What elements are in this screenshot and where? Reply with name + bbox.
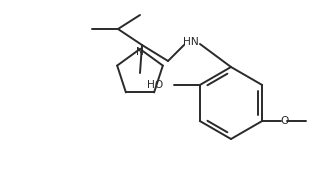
Text: N: N — [136, 47, 144, 57]
Text: HN: HN — [183, 37, 199, 47]
Text: HO: HO — [146, 80, 163, 90]
Text: O: O — [280, 116, 288, 126]
